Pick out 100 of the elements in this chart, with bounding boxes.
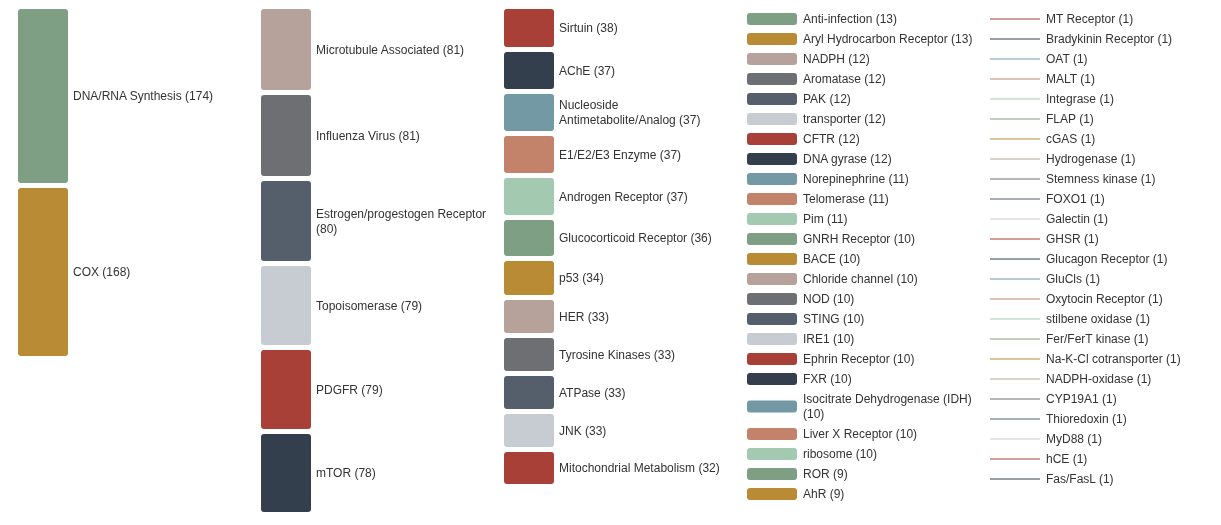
data-label: (13) <box>875 12 898 26</box>
category-label: Microtubule Associated <box>316 42 440 57</box>
category-label: transporter <box>803 112 862 126</box>
data-label: (1) <box>1084 232 1099 246</box>
category-label: Liver X Receptor <box>803 427 893 441</box>
category-label: Topoisomerase <box>316 298 398 313</box>
data-label: (81) <box>442 42 465 57</box>
data-label: (1) <box>1166 352 1181 366</box>
data-label: (78) <box>354 466 376 480</box>
category-label: Isocitrate Dehydrogenase (IDH) <box>803 392 972 406</box>
category-label: mTOR <box>316 466 352 480</box>
category-label: ribosome <box>803 447 853 461</box>
data-label: (10) <box>833 332 855 346</box>
category-label: E1/E2/E3 Enzyme <box>559 147 657 162</box>
data-label: (10) <box>833 292 855 306</box>
category-label: Influenza Virus <box>316 128 396 143</box>
category-label: Tyrosine Kinases <box>559 347 651 362</box>
category-label: Aryl Hydrocarbon Receptor <box>803 32 948 46</box>
category-label: DNA/RNA Synthesis <box>73 89 182 103</box>
data-label: (10) <box>855 447 878 461</box>
data-label: (81) <box>398 128 420 143</box>
data-label: (34) <box>582 271 604 285</box>
category-label: stilbene oxidase <box>1046 312 1133 326</box>
data-label: (1) <box>1136 372 1152 386</box>
data-label: (1) <box>1133 332 1149 346</box>
data-label: (10) <box>830 372 852 386</box>
data-label: (37) <box>659 147 682 162</box>
category-label: AhR <box>803 487 827 501</box>
data-label: (1) <box>1140 172 1156 186</box>
category-label: FOXO1 <box>1046 192 1087 206</box>
data-label: (1) <box>1098 472 1114 486</box>
data-label: (1) <box>1072 452 1088 466</box>
data-label: (79) <box>400 298 423 313</box>
data-label: (33) <box>587 309 610 324</box>
data-label: (168) <box>102 265 131 279</box>
data-label: (1) <box>1093 212 1109 226</box>
category-label: MALT <box>1046 72 1077 86</box>
data-label: (1) <box>1099 92 1115 106</box>
data-label: (174) <box>185 89 214 103</box>
data-label: (1) <box>1112 412 1127 426</box>
data-label: (1) <box>1148 292 1163 306</box>
data-label: (1) <box>1118 12 1134 26</box>
category-label: NADPH-oxidase <box>1046 372 1134 386</box>
category-label: Glucocorticoid Receptor <box>559 231 688 245</box>
data-label: (10) <box>893 232 916 246</box>
data-label: (33) <box>653 347 676 362</box>
category-label: cGAS <box>1046 132 1078 146</box>
category-label: Pim <box>803 212 824 226</box>
data-label: (12) <box>870 152 892 166</box>
category-label: COX <box>73 265 100 279</box>
category-label: Sirtuin <box>559 21 594 35</box>
category-label: PAK <box>803 92 827 106</box>
data-label: (37) <box>593 63 616 78</box>
data-label: (32) <box>698 461 720 475</box>
category-label: p53 <box>559 271 580 285</box>
data-label: (10) <box>893 352 915 366</box>
data-label: (1) <box>1157 32 1173 46</box>
category-label: CFTR <box>803 132 835 146</box>
data-label: (1) <box>1072 52 1088 66</box>
category-label: PDGFR <box>316 382 358 397</box>
data-label: (80) <box>316 221 338 236</box>
category-label: Fer/FerT kinase <box>1046 332 1131 346</box>
category-label: OAT <box>1046 52 1070 66</box>
data-label: (1) <box>1102 392 1117 406</box>
data-label: (12) <box>864 72 886 86</box>
category-label: MT Receptor <box>1046 12 1116 26</box>
category-label: ROR <box>803 467 830 481</box>
data-label: (11) <box>888 172 909 186</box>
category-label: Telomerase <box>803 192 866 206</box>
category-label: MyD88 <box>1046 432 1085 446</box>
data-label: (10) <box>896 272 918 286</box>
category-label: Stemness kinase <box>1046 172 1138 186</box>
category-label: GNRH Receptor <box>803 232 891 246</box>
data-label: (1) <box>1087 432 1103 446</box>
data-label: (33) <box>604 385 626 400</box>
data-label: (1) <box>1080 72 1095 86</box>
category-label: IRE1 <box>803 332 830 346</box>
data-label: (12) <box>848 52 870 66</box>
data-label: (13) <box>951 32 973 46</box>
category-label: Norepinephrine <box>803 172 886 186</box>
data-label: (1) <box>1152 252 1168 266</box>
category-label: Ephrin Receptor <box>803 352 890 366</box>
category-label: DNA gyrase <box>803 152 868 166</box>
category-label: ATPase <box>559 385 601 400</box>
category-label: Thioredoxin <box>1046 412 1109 426</box>
category-label: Estrogen/progestogen Receptor <box>316 206 487 221</box>
data-label: (11) <box>868 192 889 206</box>
data-label: (12) <box>838 132 860 146</box>
data-label: (1) <box>1079 112 1094 126</box>
category-label: Bradykinin Receptor <box>1046 32 1155 46</box>
category-label: Nucleoside Antimetabolite/Analog <box>559 98 676 127</box>
category-label: Mitochondrial Metabolism <box>559 461 696 475</box>
data-label: (10) <box>839 252 861 266</box>
data-label: (10) <box>895 427 918 441</box>
data-label: (37) <box>666 189 688 204</box>
data-label: (1) <box>1080 132 1096 146</box>
data-label: (33) <box>585 423 607 438</box>
category-label: NADPH <box>803 52 846 66</box>
data-label: (1) <box>1090 192 1105 206</box>
category-label: Fas/FasL <box>1046 472 1096 486</box>
